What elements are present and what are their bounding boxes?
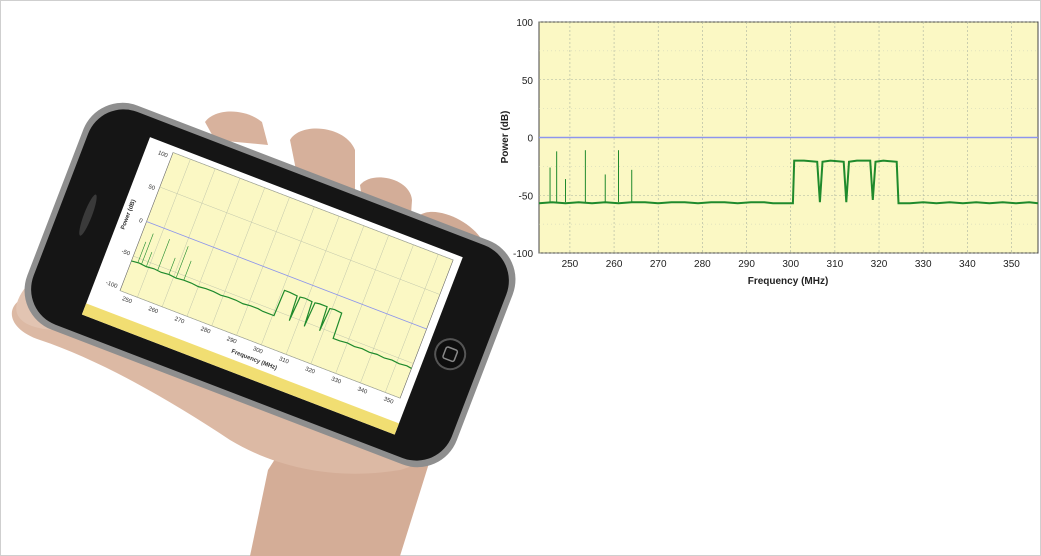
phone-home-button[interactable] xyxy=(431,335,470,374)
phone-y-tick: 100 xyxy=(157,150,169,159)
phone-speaker xyxy=(79,194,97,236)
grid-lines xyxy=(539,21,1038,254)
phone-x-tick: 300 xyxy=(252,346,264,355)
x-tick-label: 320 xyxy=(871,259,888,270)
x-tick-label: 340 xyxy=(959,259,976,270)
phone-spike-mark xyxy=(157,239,170,271)
phone-spike-mark xyxy=(141,233,154,265)
x-tick-label: 260 xyxy=(606,259,623,270)
x-tick-label: 290 xyxy=(738,259,755,270)
y-axis-label: Power (dB) xyxy=(500,111,511,164)
phone-x-tick: 260 xyxy=(147,306,159,315)
phone-x-tick: 340 xyxy=(356,386,368,395)
x-tick-label: 330 xyxy=(915,259,932,270)
phone-grid-line xyxy=(133,255,414,364)
phone-grid-line xyxy=(172,152,454,261)
phone-y-tick: -100 xyxy=(105,280,119,290)
phone-x-tick: 280 xyxy=(200,326,212,335)
phone-grid-line xyxy=(119,290,401,399)
phone-spike-mark xyxy=(176,246,189,278)
finger-index xyxy=(205,111,268,145)
power-trace xyxy=(538,150,1039,205)
x-tick-label: 280 xyxy=(694,259,711,270)
phone-x-tick: 320 xyxy=(304,366,316,375)
phone-spike-mark xyxy=(168,257,176,275)
phone-x-ticks: 250 260 270 280 290 300 310 320 330 340 … xyxy=(121,296,395,406)
phone-x-tick: 250 xyxy=(121,296,133,305)
phone-x-tick: 270 xyxy=(173,316,185,325)
x-axis-ticks: 250 260 270 280 290 300 310 320 330 340 350 xyxy=(562,259,1021,270)
x-tick-label: 250 xyxy=(562,259,579,270)
y-tick-label: -100 xyxy=(513,249,533,260)
phone-y-ticks: 100 50 0 -50 -100 xyxy=(105,150,169,290)
x-tick-label: 270 xyxy=(650,259,667,270)
phone-series-line xyxy=(131,260,412,369)
phone-x-tick: 330 xyxy=(330,376,342,385)
phone-x-tick: 350 xyxy=(383,396,395,405)
phone-screen-bottom-strip xyxy=(81,303,399,435)
phone-spike-mark xyxy=(183,260,192,281)
y-tick-label: 0 xyxy=(527,134,533,145)
phone-spike-mark xyxy=(146,252,153,267)
x-tick-label: 310 xyxy=(827,259,844,270)
y-axis-ticks: 100 50 0 -50 -100 xyxy=(513,18,533,260)
phone-spike-mark xyxy=(137,241,147,263)
phone-home-button-square xyxy=(442,346,459,363)
phone-y-tick: 0 xyxy=(138,218,144,225)
phone-y-tick: 50 xyxy=(147,184,156,192)
phone-device: 100 50 0 -50 -100 250 260 270 280 290 30… xyxy=(24,102,516,468)
phone-y-tick: -50 xyxy=(120,249,131,258)
x-tick-label: 300 xyxy=(782,259,799,270)
y-tick-label: 100 xyxy=(516,18,533,29)
series-line xyxy=(538,159,1039,205)
y-tick-label: -50 xyxy=(519,191,534,202)
phone-x-tick: 310 xyxy=(278,356,290,365)
phone-spectrum-plot xyxy=(119,152,454,399)
phone-grid-line xyxy=(159,186,440,295)
x-tick-label: 350 xyxy=(1003,259,1020,270)
x-axis-label: Frequency (MHz) xyxy=(748,276,829,287)
phone-reference-line xyxy=(146,221,427,330)
phone-x-tick: 290 xyxy=(226,336,238,345)
y-tick-label: 50 xyxy=(522,76,534,87)
